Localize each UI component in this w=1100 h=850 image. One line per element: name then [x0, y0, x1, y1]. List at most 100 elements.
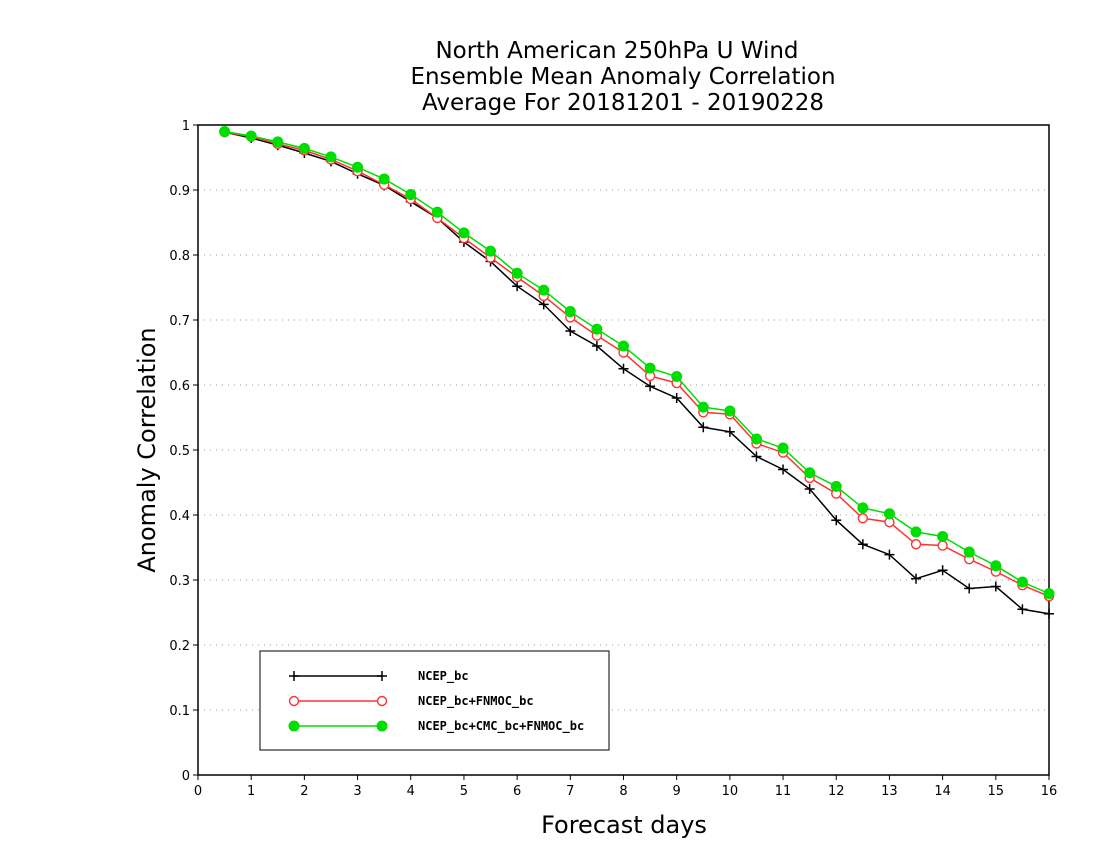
chart-title-line-1: North American 250hPa U Wind [435, 38, 798, 64]
data-point [937, 530, 949, 542]
data-point [698, 422, 709, 433]
data-point [565, 326, 576, 337]
data-point [618, 363, 629, 374]
data-point [751, 451, 762, 462]
y-tick-label: 0.3 [169, 574, 190, 589]
data-point [910, 539, 922, 550]
data-point [485, 245, 497, 257]
data-point [458, 227, 470, 239]
x-axis-label: Forecast days [541, 811, 707, 839]
x-tick-label: 16 [1041, 784, 1058, 799]
legend-label: NCEP_bc+FNMOC_bc [418, 694, 534, 709]
x-tick-label: 11 [775, 784, 792, 799]
y-tick-label: 0.6 [169, 379, 190, 394]
x-tick-label: 2 [300, 784, 308, 799]
data-point [990, 560, 1002, 572]
data-point [298, 142, 310, 154]
data-point [857, 539, 868, 550]
data-point [512, 281, 523, 292]
data-point [671, 371, 683, 383]
y-tick-label: 0.5 [169, 444, 190, 459]
data-point [671, 393, 682, 403]
data-point [697, 401, 709, 413]
y-tick-label: 0.4 [169, 509, 190, 524]
series-layer [219, 126, 1055, 619]
data-point [618, 340, 629, 352]
data-point [591, 341, 602, 351]
data-point [804, 467, 816, 479]
data-point [1016, 576, 1028, 588]
data-point [990, 581, 1001, 592]
y-tick-label: 0.2 [169, 639, 190, 654]
legend-entry: NCEP_bc+FNMOC_bc [288, 694, 534, 709]
data-point [431, 206, 443, 218]
x-tick-label: 9 [673, 784, 681, 799]
data-point [777, 442, 789, 454]
x-tick-label: 0 [194, 784, 202, 799]
data-point [405, 189, 417, 201]
data-point [804, 484, 815, 494]
grid-lines [198, 189, 1049, 711]
x-tick-label: 4 [407, 784, 415, 799]
chart-title-line-3: Average For 20181201 - 20190228 [422, 90, 824, 116]
series-line [224, 130, 1050, 595]
legend: NCEP_bc NCEP_bc+FNMOC_bc NCEP_bc+CMC_bc+FN… [259, 650, 610, 751]
series-NCEP_bc+CMC_bc+FNMOC_bc [219, 126, 1055, 600]
data-point [378, 173, 390, 185]
data-point [964, 583, 975, 594]
legend-marker [289, 671, 299, 681]
data-point [963, 546, 975, 558]
legend-marker [376, 720, 388, 732]
y-tick-label: 0 [182, 769, 190, 784]
x-tick-label: 14 [934, 784, 951, 799]
data-point [910, 526, 922, 538]
data-point [830, 480, 842, 492]
data-point [884, 549, 895, 560]
legend-label: NCEP_bc [418, 669, 469, 684]
data-point [645, 381, 656, 392]
data-point [857, 513, 869, 524]
x-tick-label: 10 [722, 784, 739, 799]
y-axis-label: Anomaly Correlation [133, 327, 161, 572]
series-line [224, 131, 1050, 615]
legend-entry: NCEP_bc [289, 669, 469, 684]
data-point [1043, 588, 1055, 600]
y-tick-label: 1 [182, 119, 190, 134]
x-tick-label: 3 [353, 784, 361, 799]
x-tick-label: 7 [566, 784, 574, 799]
data-point [831, 515, 842, 526]
data-point [1044, 608, 1054, 619]
x-tick-label: 12 [828, 784, 845, 799]
legend-marker [376, 695, 388, 707]
data-point [245, 130, 257, 142]
data-point [883, 508, 895, 520]
data-point [511, 267, 523, 279]
data-point [219, 126, 231, 137]
data-point [911, 573, 922, 584]
series-NCEP_bc+FNMOC_bc [219, 126, 1055, 602]
data-point [1017, 604, 1028, 615]
y-tick-label: 0.8 [169, 249, 190, 264]
data-point [644, 362, 656, 374]
axis-ticks: 00.10.20.30.40.50.60.70.80.910 1 2 3 4 5 6 7 8 9 1… [169, 119, 1057, 799]
x-tick-label: 8 [619, 784, 627, 799]
series-line [224, 131, 1050, 597]
data-point [857, 502, 869, 514]
data-point [724, 405, 736, 417]
legend-marker [288, 720, 300, 732]
legend-marker [377, 671, 387, 681]
data-point [538, 284, 550, 296]
x-tick-label: 1 [247, 784, 255, 799]
chart-title-line-2: Ensemble Mean Anomaly Correlation [410, 64, 835, 90]
y-tick-label: 0.7 [169, 314, 190, 329]
legend-label: NCEP_bc+CMC_bc+FNMOC_bc [418, 719, 584, 734]
data-point [325, 151, 337, 163]
data-point [724, 426, 735, 437]
x-tick-label: 15 [988, 784, 1005, 799]
legend-marker [288, 695, 300, 707]
data-point [352, 161, 364, 173]
data-point [778, 464, 789, 475]
data-point [937, 565, 948, 576]
x-tick-label: 5 [460, 784, 468, 799]
